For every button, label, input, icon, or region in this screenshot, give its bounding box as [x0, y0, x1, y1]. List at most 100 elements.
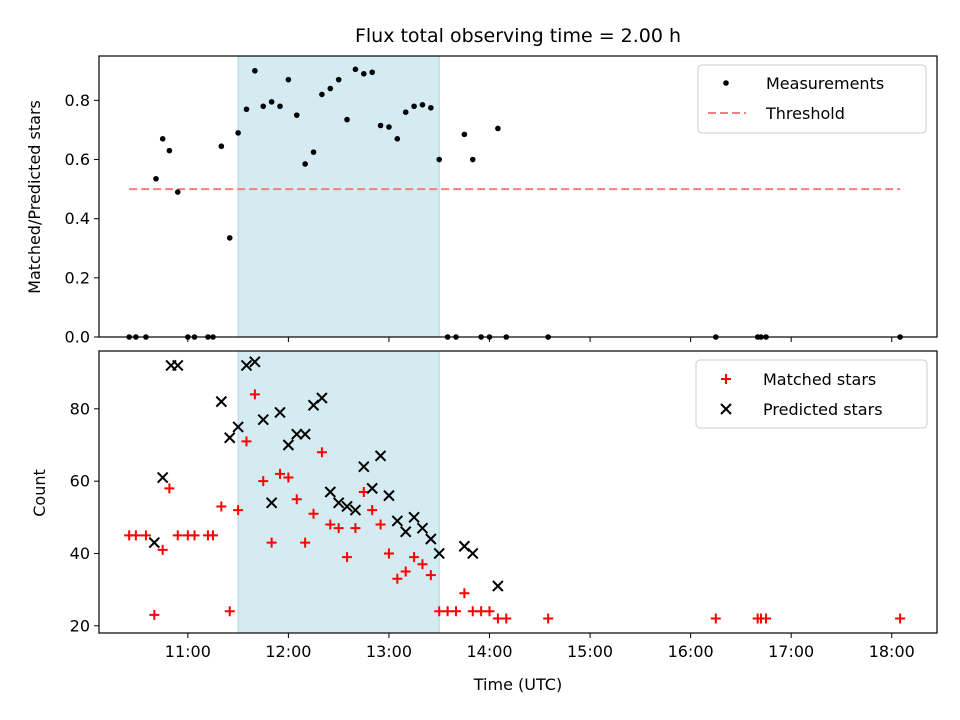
predicted-stars-point-30 [433, 547, 445, 560]
matched-stars-point-23 [316, 447, 327, 458]
legend-box-bottom [695, 359, 928, 429]
observing-window-span-bottom [237, 350, 440, 634]
y-tick-label-top-1: 0.2 [65, 268, 90, 287]
measurements-point-35 [419, 102, 426, 108]
measurements-point-29 [369, 69, 375, 76]
predicted-stars-point-23 [374, 450, 387, 462]
y-tick-label-bottom-1: 40 [70, 544, 90, 563]
matched-stars-point-12 [224, 606, 235, 617]
matched-stars-point-51 [895, 613, 906, 624]
matched-stars-point-14 [241, 436, 252, 447]
legend-predicted-label: Predicted stars [763, 400, 883, 419]
predicted-stars-point-27 [408, 511, 420, 524]
matched-stars-point-50 [761, 613, 772, 624]
matched-stars-point-47 [710, 613, 721, 624]
x-tick-label-1: 12:00 [265, 642, 311, 661]
predicted-stars-point-32 [467, 547, 479, 560]
matched-stars-point-45 [501, 613, 512, 624]
x-tick-label-2: 13:00 [366, 642, 412, 661]
observing-window-span-top [237, 55, 440, 338]
matched-stars-point-41 [467, 606, 478, 617]
legend-threshold-label: Threshold [765, 104, 845, 123]
matched-stars-point-1 [130, 530, 141, 541]
measurements-point-44 [495, 125, 501, 132]
measurements-point-12 [226, 235, 233, 241]
matched-stars-point-27 [350, 523, 361, 534]
y-tick-label-top-4: 0.8 [65, 91, 90, 110]
predicted-stars-point-26 [400, 526, 412, 538]
predicted-stars-point-18 [332, 497, 345, 509]
y-axis-label-top: Matched/Predicted stars [25, 100, 44, 294]
predicted-stars-point-0 [148, 536, 161, 549]
measurements-point-32 [394, 136, 401, 142]
legend-box-top [697, 64, 927, 134]
measurements-point-27 [352, 66, 359, 73]
measurements-point-21 [302, 161, 308, 167]
matched-stars-point-2 [140, 530, 151, 541]
measurements-point-24 [327, 85, 334, 92]
x-tick-label-3: 14:00 [466, 642, 512, 661]
measurements-point-31 [386, 124, 392, 130]
y-tick-label-bottom-2: 60 [70, 472, 90, 491]
matched-stars-point-39 [450, 606, 461, 617]
y-tick-label-top-2: 0.4 [65, 209, 90, 228]
matched-stars-point-6 [172, 530, 183, 541]
measurements-point-3 [153, 175, 159, 182]
matched-stars-point-29 [367, 505, 378, 516]
matched-stars-point-10 [207, 530, 218, 541]
measurements-point-40 [461, 131, 468, 138]
axes-frame-top [98, 55, 938, 338]
predicted-stars-point-3 [172, 359, 184, 372]
measurements-point-6 [174, 189, 181, 195]
matched-stars-point-38 [442, 606, 453, 617]
predicted-stars-point-17 [324, 486, 336, 498]
top-panel: 0.0 0.2 0.4 0.6 0.8 Measurements Threshold [65, 55, 938, 347]
measurements-point-28 [361, 70, 367, 77]
measurements-point-20 [293, 112, 300, 118]
measurements-point-22 [310, 149, 317, 155]
predicted-stars-point-11 [274, 406, 286, 419]
predicted-stars-point-7 [240, 359, 253, 372]
matched-stars-point-5 [164, 483, 175, 494]
measurements-point-41 [469, 156, 476, 163]
x-tick-label-5: 16:00 [668, 642, 714, 661]
matched-stars-point-17 [266, 537, 277, 548]
x-tick-label-7: 18:00 [869, 642, 915, 661]
measurements-point-5 [166, 147, 173, 154]
predicted-stars-point-19 [341, 500, 353, 513]
measurements-point-26 [344, 116, 350, 123]
matched-stars-point-46 [543, 613, 554, 624]
predicted-stars-point-16 [316, 392, 328, 404]
measurements-point-34 [411, 103, 417, 110]
legend-matched-marker [721, 374, 731, 384]
matched-stars-point-8 [189, 530, 200, 541]
predicted-stars-point-9 [257, 413, 269, 426]
matched-stars-point-28 [358, 487, 369, 497]
predicted-stars-point-1 [156, 471, 169, 484]
predicted-stars-point-12 [282, 439, 295, 451]
matched-stars-point-44 [492, 613, 503, 624]
matched-stars-point-26 [342, 552, 353, 563]
x-axis-label: Time (UTC) [473, 675, 562, 694]
matched-stars-point-37 [434, 606, 445, 617]
legend-measurements-marker [723, 80, 729, 86]
legend-predicted-marker [720, 403, 732, 415]
predicted-stars-point-24 [383, 489, 395, 502]
y-tick-label-top-3: 0.6 [65, 150, 90, 169]
measurements-point-37 [436, 156, 443, 163]
legend-matched-label: Matched stars [763, 370, 876, 389]
predicted-stars-point-20 [349, 504, 362, 516]
matched-stars-point-31 [383, 548, 394, 559]
matched-stars-point-16 [258, 476, 269, 487]
matched-stars-point-30 [375, 519, 386, 530]
predicted-stars-point-13 [291, 428, 303, 440]
predicted-stars-point-5 [224, 432, 236, 444]
matched-stars-point-15 [249, 389, 260, 400]
matched-stars-point-11 [216, 501, 227, 512]
predicted-stars-point-33 [492, 580, 504, 592]
measurements-point-30 [377, 122, 384, 129]
legend-bottom: Matched stars Predicted stars [695, 359, 928, 429]
predicted-stars-point-14 [299, 428, 311, 440]
measurements-point-11 [218, 143, 225, 150]
